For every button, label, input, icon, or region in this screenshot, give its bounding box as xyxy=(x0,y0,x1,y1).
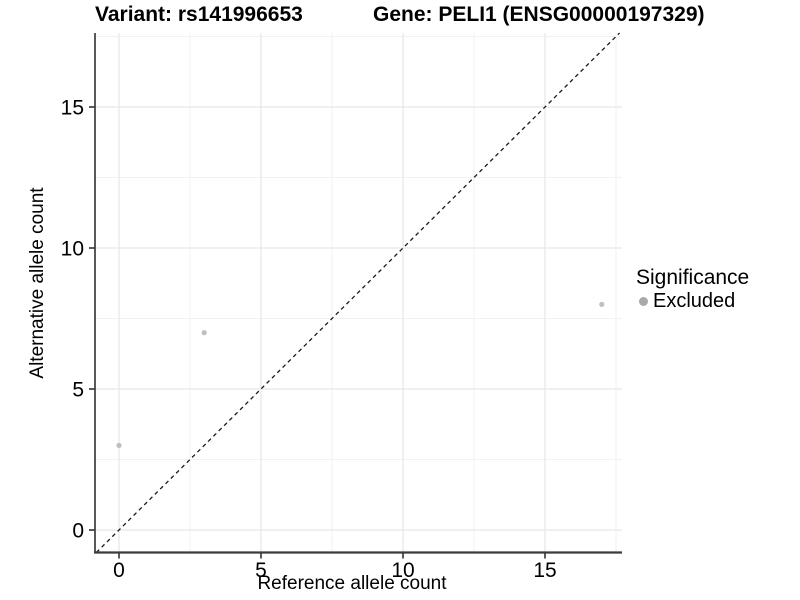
gene-title: Gene: PELI1 (ENSG00000197329) xyxy=(373,3,705,26)
x-axis-title: Reference allele count xyxy=(257,573,447,594)
x-tick-label: 15 xyxy=(533,559,556,582)
y-tick-label: 15 xyxy=(61,97,84,120)
variant-title: Variant: rs141996653 xyxy=(95,3,303,26)
data-point xyxy=(201,330,207,336)
legend-item-label: Excluded xyxy=(653,290,736,312)
legend-title: Significance xyxy=(636,266,750,289)
y-tick-label: 0 xyxy=(72,520,84,543)
x-tick-label: 0 xyxy=(113,559,125,582)
data-point xyxy=(116,442,122,448)
identity-line xyxy=(95,32,620,553)
y-tick-label: 5 xyxy=(72,379,84,402)
excluded-marker-icon xyxy=(639,296,648,306)
data-point xyxy=(599,301,605,307)
x-tick-label: 10 xyxy=(391,559,414,582)
x-tick-label: 5 xyxy=(255,559,267,582)
legend: Significance Excluded xyxy=(636,266,749,312)
y-tick-label: 10 xyxy=(61,238,84,261)
legend-item-excluded: Excluded xyxy=(639,290,749,312)
y-axis-title: Alternative allele count xyxy=(27,187,48,379)
